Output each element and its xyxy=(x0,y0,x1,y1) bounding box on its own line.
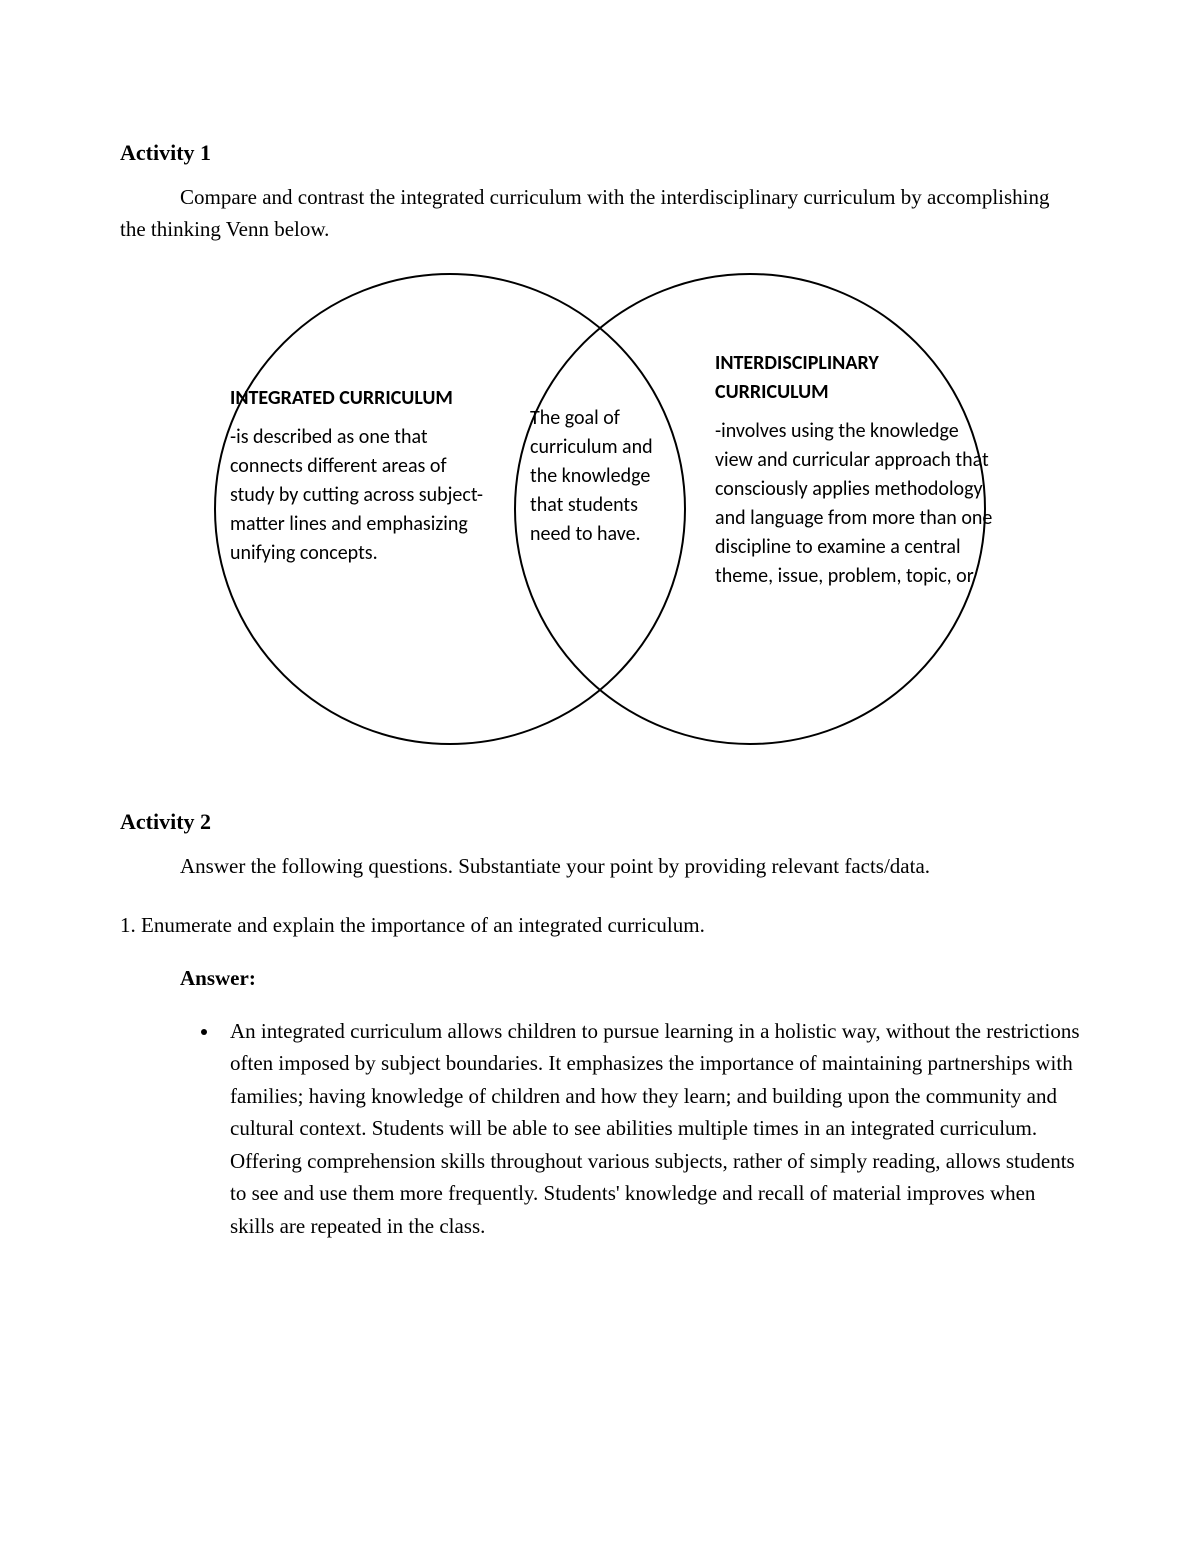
venn-middle-body: The goal of curriculum and the knowledge… xyxy=(530,406,653,546)
answer-list: An integrated curriculum allows children… xyxy=(220,1015,1080,1243)
venn-left-title: INTEGRATED CURRICULUM xyxy=(230,384,485,413)
activity1-instruction: Compare and contrast the integrated curr… xyxy=(120,182,1080,245)
venn-right-body: -involves using the knowledge view and c… xyxy=(715,419,992,588)
answer-label: Answer: xyxy=(180,966,1080,991)
activity2-instruction: Answer the following questions. Substant… xyxy=(120,851,1080,883)
venn-right-content: INTERDISCIPLINARY CURRICULUM -involves u… xyxy=(715,349,995,591)
venn-middle-content: The goal of curriculum and the knowledge… xyxy=(530,404,680,549)
document-page: Activity 1 Compare and contrast the inte… xyxy=(0,0,1200,1322)
answer-bullet-1: An integrated curriculum allows children… xyxy=(220,1015,1080,1243)
activity2-heading: Activity 2 xyxy=(120,809,1080,835)
activity1-heading: Activity 1 xyxy=(120,140,1080,166)
venn-right-title: INTERDISCIPLINARY CURRICULUM xyxy=(715,349,995,407)
venn-left-body-post: concepts. xyxy=(295,541,377,565)
activity2-question1: 1. Enumerate and explain the importance … xyxy=(120,913,1080,938)
venn-left-content: INTEGRATED CURRICULUM -is described as o… xyxy=(230,384,485,568)
venn-diagram: INTEGRATED CURRICULUM -is described as o… xyxy=(170,269,1030,749)
